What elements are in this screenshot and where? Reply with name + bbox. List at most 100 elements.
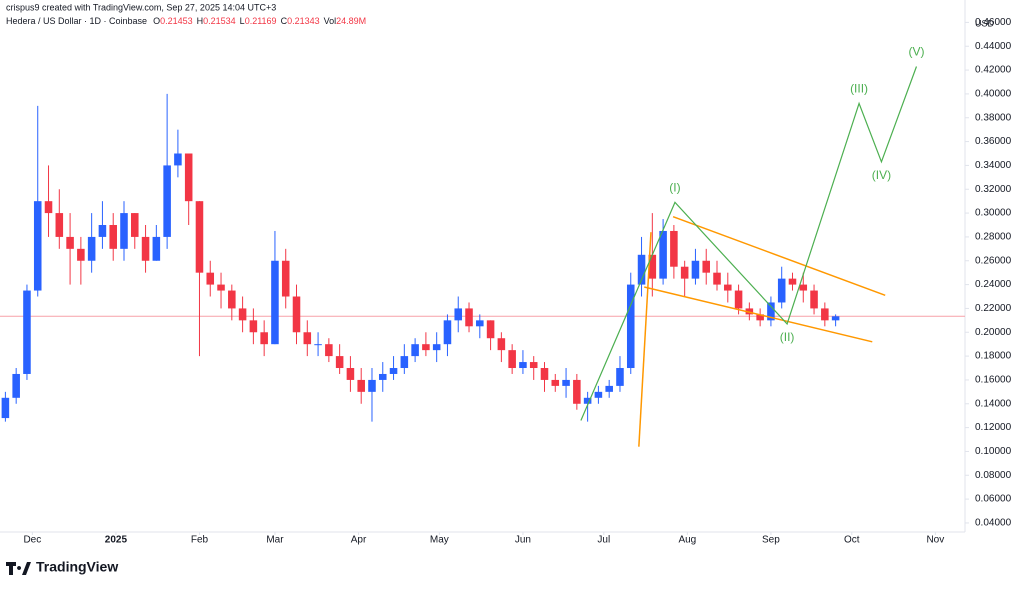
candle-body bbox=[206, 272, 215, 285]
legend-key: L bbox=[240, 16, 245, 26]
y-tick-label: 0.12000 bbox=[975, 422, 1012, 433]
candle-body bbox=[637, 254, 646, 285]
candle-body bbox=[626, 284, 635, 369]
candle-body bbox=[745, 308, 754, 315]
candle-body bbox=[529, 362, 538, 369]
candle-body bbox=[724, 284, 732, 291]
legend-key: O bbox=[153, 16, 160, 26]
candle-body bbox=[271, 260, 279, 345]
trendline bbox=[672, 215, 886, 297]
candle-body bbox=[87, 236, 96, 261]
y-tick-label: 0.40000 bbox=[975, 89, 1012, 100]
candle-body bbox=[228, 290, 236, 309]
candle-body bbox=[152, 236, 161, 261]
x-tick-label: Sep bbox=[762, 535, 780, 546]
y-tick-label: 0.14000 bbox=[975, 398, 1012, 409]
symbol: Hedera / US Dollar · 1D · Coinbase bbox=[6, 16, 147, 26]
y-tick-label: 0.36000 bbox=[975, 136, 1012, 147]
candle-body bbox=[368, 379, 376, 392]
candle-body bbox=[357, 379, 365, 392]
candle-body bbox=[486, 320, 495, 339]
y-tick-label: 0.24000 bbox=[975, 279, 1012, 290]
candle-body bbox=[680, 266, 689, 279]
wave-label: (I) bbox=[669, 181, 680, 195]
x-tick-label: Oct bbox=[844, 535, 860, 546]
candle-body bbox=[670, 230, 678, 267]
candle-body bbox=[594, 391, 603, 398]
y-tick-label: 0.30000 bbox=[975, 208, 1012, 219]
wave-label: (III) bbox=[850, 82, 868, 96]
x-tick-label: Nov bbox=[926, 535, 944, 546]
candle-body bbox=[314, 344, 322, 346]
trendline bbox=[638, 232, 652, 447]
candle-body bbox=[249, 320, 258, 333]
candle-body bbox=[55, 213, 64, 237]
credit: crispus9 created with TradingView.com, S… bbox=[6, 2, 276, 12]
legend: Hedera / US Dollar · 1D · Coinbase O0.214… bbox=[6, 16, 366, 26]
legend-value: 24.89M bbox=[336, 16, 366, 26]
trendline bbox=[644, 286, 873, 343]
candle-body bbox=[476, 320, 484, 327]
y-tick-label: 0.46000 bbox=[975, 17, 1012, 28]
y-tick-label: 0.10000 bbox=[975, 446, 1012, 457]
y-tick-label: 0.22000 bbox=[975, 303, 1012, 314]
candle-body bbox=[1, 397, 10, 419]
candle-body bbox=[12, 373, 20, 398]
candle-body bbox=[195, 201, 204, 273]
x-tick-label: Aug bbox=[678, 535, 696, 546]
candle-body bbox=[217, 284, 225, 291]
y-tick-label: 0.26000 bbox=[975, 255, 1012, 266]
candle-body bbox=[605, 385, 613, 392]
candle-body bbox=[540, 368, 549, 380]
candle-body bbox=[497, 338, 506, 351]
candle-body bbox=[184, 153, 193, 202]
candle-body bbox=[174, 153, 182, 166]
candle-body bbox=[98, 225, 107, 237]
candle-body bbox=[260, 332, 268, 345]
candle-body bbox=[422, 344, 430, 351]
x-tick-label: Feb bbox=[191, 535, 209, 546]
candle-body bbox=[77, 248, 85, 261]
y-tick-label: 0.04000 bbox=[975, 518, 1012, 529]
candle-body bbox=[756, 314, 764, 321]
candle-body bbox=[109, 225, 117, 249]
candle-body bbox=[389, 368, 398, 374]
candle-body bbox=[131, 213, 139, 237]
candle-body bbox=[238, 308, 247, 321]
candle-body bbox=[465, 308, 473, 327]
legend-key: H bbox=[197, 16, 204, 26]
candle-body bbox=[411, 344, 419, 357]
legend-value: 0.21169 bbox=[245, 16, 277, 26]
candle-body bbox=[141, 236, 150, 261]
y-tick-label: 0.38000 bbox=[975, 112, 1012, 123]
currency: USD bbox=[975, 18, 995, 28]
y-tick-label: 0.18000 bbox=[975, 351, 1012, 362]
candle-body bbox=[400, 356, 409, 369]
x-tick-label: Apr bbox=[351, 535, 367, 546]
candle-body bbox=[325, 344, 333, 357]
x-tick-label: 2025 bbox=[105, 535, 128, 546]
legend-value: 0.21534 bbox=[203, 16, 236, 26]
candle-body bbox=[292, 296, 301, 333]
candle-body bbox=[583, 397, 592, 404]
wave-label: (IV) bbox=[872, 168, 891, 182]
candle-body bbox=[551, 379, 560, 386]
candle-body bbox=[702, 260, 711, 273]
candle-body bbox=[23, 290, 31, 374]
y-tick-label: 0.06000 bbox=[975, 494, 1012, 505]
x-tick-label: May bbox=[430, 535, 449, 546]
y-tick-label: 0.42000 bbox=[975, 65, 1012, 76]
x-tick-label: Jun bbox=[515, 535, 531, 546]
candle-body bbox=[432, 344, 441, 351]
candle-body bbox=[767, 302, 775, 321]
candle-body bbox=[691, 260, 700, 279]
candle-body bbox=[562, 379, 570, 386]
wave-label: (II) bbox=[780, 330, 795, 344]
candle-body bbox=[648, 254, 657, 279]
candle-body bbox=[519, 362, 527, 369]
candle-body bbox=[821, 308, 829, 321]
y-tick-label: 0.20000 bbox=[975, 327, 1012, 338]
candle-body bbox=[810, 290, 818, 309]
candle-body bbox=[44, 201, 53, 214]
x-tick-label: Dec bbox=[23, 535, 41, 546]
